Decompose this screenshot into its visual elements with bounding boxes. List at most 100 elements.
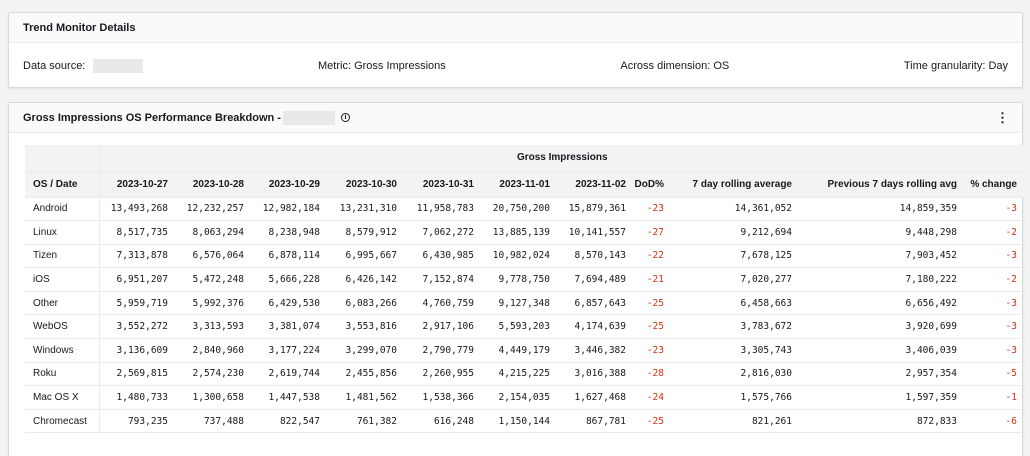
value-cell: 8,063,294 bbox=[176, 220, 252, 245]
value-cell: 8,579,912 bbox=[328, 220, 405, 245]
breakdown-panel: Gross Impressions OS Performance Breakdo… bbox=[8, 102, 1025, 456]
column-header[interactable]: Previous 7 days rolling avg bbox=[800, 171, 965, 198]
value-cell: 1,150,144 bbox=[482, 409, 558, 434]
value-cell: 737,488 bbox=[176, 409, 252, 434]
value-cell: 1,575,766 bbox=[672, 385, 800, 410]
column-header[interactable]: 7 day rolling average bbox=[672, 171, 800, 198]
value-cell: 13,493,268 bbox=[99, 197, 176, 222]
table-row: Other 5,959,719 5,992,376 6,429,530 6,083,26… bbox=[25, 291, 1025, 316]
value-cell: 6,878,114 bbox=[252, 244, 328, 269]
value-cell: 3,177,224 bbox=[252, 338, 328, 363]
value-cell: 3,381,074 bbox=[252, 314, 328, 340]
value-cell: 11,958,783 bbox=[405, 197, 482, 222]
value-cell: -3 bbox=[965, 291, 1025, 316]
table-body: Android 13,493,268 12,232,257 12,982,184 13,… bbox=[25, 197, 1025, 434]
value-cell: 7,020,277 bbox=[672, 267, 800, 292]
value-cell: 2,455,856 bbox=[328, 362, 405, 387]
breakdown-header: Gross Impressions OS Performance Breakdo… bbox=[9, 103, 1022, 133]
value-cell: 867,781 bbox=[558, 409, 634, 434]
value-cell: -3 bbox=[965, 338, 1025, 363]
column-header[interactable]: 2023-10-31 bbox=[405, 171, 482, 198]
column-header[interactable]: OS / Date bbox=[25, 171, 100, 198]
value-cell: 3,553,816 bbox=[328, 314, 405, 340]
value-cell: 5,593,203 bbox=[482, 314, 558, 340]
column-header[interactable]: 2023-10-29 bbox=[252, 171, 328, 198]
value-cell: 12,982,184 bbox=[252, 197, 328, 222]
table-row: Android 13,493,268 12,232,257 12,982,184 13,… bbox=[25, 197, 1025, 222]
column-header[interactable]: 2023-11-02 bbox=[558, 171, 634, 198]
column-header[interactable]: 2023-10-28 bbox=[176, 171, 252, 198]
value-cell: 6,458,663 bbox=[672, 291, 800, 316]
value-cell: 3,305,743 bbox=[672, 338, 800, 363]
value-cell: 14,361,052 bbox=[672, 197, 800, 222]
table-row: Mac OS X 1,480,733 1,300,658 1,447,538 1,481… bbox=[25, 385, 1025, 410]
value-cell: 12,232,257 bbox=[176, 197, 252, 222]
table-group-header-row: Gross Impressions bbox=[25, 145, 1025, 172]
value-cell: 9,448,298 bbox=[800, 220, 965, 245]
value-cell: 2,569,815 bbox=[99, 362, 176, 387]
value-cell: 3,552,272 bbox=[99, 314, 176, 340]
value-cell: -27 bbox=[634, 220, 672, 245]
value-cell: 793,235 bbox=[99, 409, 176, 434]
value-cell: -24 bbox=[634, 385, 672, 410]
granularity-text: Time granularity: Day bbox=[903, 60, 1008, 72]
column-header[interactable]: 2023-10-30 bbox=[328, 171, 405, 198]
value-cell: 6,995,667 bbox=[328, 244, 405, 269]
value-cell: 10,141,557 bbox=[558, 220, 634, 245]
value-cell: 8,238,948 bbox=[252, 220, 328, 245]
column-header[interactable]: DoD% bbox=[634, 171, 672, 198]
value-cell: 761,382 bbox=[328, 409, 405, 434]
value-cell: 20,750,200 bbox=[482, 197, 558, 222]
value-cell: 6,430,985 bbox=[405, 244, 482, 269]
data-source-label: Data source: bbox=[23, 60, 86, 72]
dimension-text: Across dimension: OS bbox=[620, 60, 730, 72]
value-cell: -28 bbox=[634, 362, 672, 387]
group-header-spacer bbox=[25, 145, 100, 172]
value-cell: 3,313,593 bbox=[176, 314, 252, 340]
value-cell: 6,951,207 bbox=[99, 267, 176, 292]
value-cell: 8,570,143 bbox=[558, 244, 634, 269]
value-cell: 5,992,376 bbox=[176, 291, 252, 316]
value-cell: 6,426,142 bbox=[328, 267, 405, 292]
details-title: Trend Monitor Details bbox=[23, 21, 136, 34]
info-icon[interactable]: i bbox=[340, 113, 350, 122]
os-cell: Chromecast bbox=[25, 409, 100, 434]
dimension: Across dimension: OS bbox=[620, 60, 729, 72]
value-cell: -25 bbox=[634, 314, 672, 340]
redacted-title-suffix bbox=[282, 110, 335, 125]
value-cell: 7,678,125 bbox=[672, 244, 800, 269]
value-cell: -2 bbox=[965, 267, 1025, 292]
os-cell: WebOS bbox=[25, 314, 100, 340]
os-cell: iOS bbox=[25, 267, 100, 292]
table-row: Tizen 7,313,878 6,576,064 6,878,114 6,995,66… bbox=[25, 244, 1025, 269]
details-header: Trend Monitor Details bbox=[9, 13, 1022, 43]
column-header[interactable]: 2023-10-27 bbox=[99, 171, 176, 198]
value-cell: 5,666,228 bbox=[252, 267, 328, 292]
table-row: Windows 3,136,609 2,840,960 3,177,224 3,299,… bbox=[25, 338, 1025, 363]
value-cell: 6,857,643 bbox=[558, 291, 634, 316]
value-cell: 2,840,960 bbox=[176, 338, 252, 363]
os-cell: Mac OS X bbox=[25, 385, 100, 410]
value-cell: -3 bbox=[965, 197, 1025, 222]
value-cell: 6,429,530 bbox=[252, 291, 328, 316]
group-header-gross-impressions: Gross Impressions bbox=[99, 145, 1025, 172]
value-cell: 2,917,106 bbox=[405, 314, 482, 340]
value-cell: 872,833 bbox=[800, 409, 965, 434]
column-header[interactable]: 2023-11-01 bbox=[482, 171, 558, 198]
value-cell: 3,446,382 bbox=[558, 338, 634, 363]
os-cell: Roku bbox=[25, 362, 100, 387]
data-source: Data source: bbox=[23, 59, 144, 73]
value-cell: 4,449,179 bbox=[482, 338, 558, 363]
column-header[interactable]: % change bbox=[965, 171, 1025, 198]
table-row: Linux 8,517,735 8,063,294 8,238,948 8,579,91… bbox=[25, 220, 1025, 245]
granularity: Time granularity: Day bbox=[904, 60, 1008, 72]
value-cell: 3,016,388 bbox=[558, 362, 634, 387]
value-cell: 2,816,030 bbox=[672, 362, 800, 387]
value-cell: -23 bbox=[634, 197, 672, 222]
more-options-icon[interactable]: ⋮ bbox=[996, 109, 1009, 125]
value-cell: 6,576,064 bbox=[176, 244, 252, 269]
redacted-data-source bbox=[93, 59, 144, 73]
value-cell: 3,136,609 bbox=[99, 338, 176, 363]
table-row: Chromecast 793,235 737,488 822,547 761,382 61… bbox=[25, 409, 1025, 434]
value-cell: 1,300,658 bbox=[176, 385, 252, 410]
